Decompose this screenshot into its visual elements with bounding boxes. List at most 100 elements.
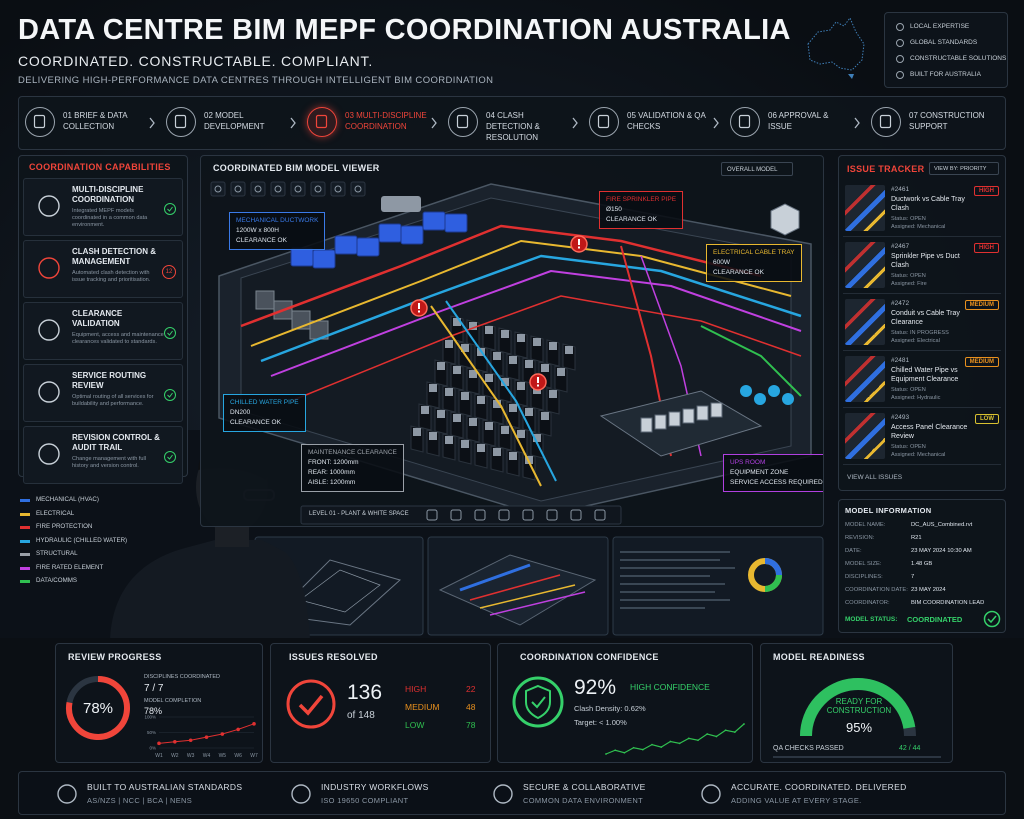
tool-button (426, 509, 438, 521)
tool-button (230, 181, 246, 197)
footer-icon (701, 784, 721, 804)
duct-block (290, 247, 314, 267)
rack-face (493, 352, 501, 360)
issue-thumbnail (845, 299, 885, 345)
trend-point (157, 741, 161, 746)
view-all-link[interactable]: VIEW ALL ISSUES (847, 474, 903, 481)
process-step[interactable]: 03 MULTI-DISCIPLINE COORDINATION (301, 97, 442, 149)
icon-shape (38, 257, 60, 279)
tool-button (522, 509, 534, 521)
gauge-value (800, 678, 916, 737)
check-icon (164, 451, 176, 463)
rack-face (469, 418, 477, 426)
footer-title: SECURE & COLLABORATIVE (523, 782, 646, 792)
rack-face (501, 426, 509, 434)
view-dropdown[interactable]: OVERALL MODEL (721, 162, 793, 176)
capability-title: MULTI-DISCIPLINE COORDINATION (72, 185, 144, 204)
process-step[interactable]: 05 VALIDATION & QA CHECKS (583, 97, 724, 149)
info-label: REVISION: (845, 535, 875, 541)
confidence-point (641, 748, 644, 751)
callout-line: 600W (713, 259, 730, 266)
rack-face (485, 374, 493, 382)
scene-pipe (290, 295, 802, 402)
readiness-gauge (800, 678, 916, 737)
tool-button (570, 509, 582, 521)
capability-icon (38, 195, 60, 217)
tool-button (450, 509, 462, 521)
tool-button (350, 181, 366, 197)
viewer-toolbar (210, 181, 366, 197)
ups-cabinet (640, 417, 653, 433)
process-step[interactable]: 07 CONSTRUCTION SUPPORT (865, 97, 1006, 149)
process-step[interactable]: 02 MODEL DEVELOPMENT (160, 97, 301, 149)
gauge-label: 95% (845, 720, 873, 735)
info-label: COORDINATION DATE: (845, 587, 908, 593)
issue-row[interactable]: #2472 MEDIUM Conduit vs Cable Tray Clearan… (843, 296, 1001, 351)
badge-label: GLOBAL STANDARDS (910, 39, 978, 46)
rack-face (517, 430, 525, 438)
issue-row[interactable]: #2461 HIGH Ductwork vs Cable Tray Clash Sta… (843, 182, 1001, 237)
ring-progress (66, 676, 130, 740)
legend-label: MECHANICAL (HVAC) (36, 496, 99, 503)
icon-shape (493, 784, 513, 804)
step-chevron (854, 117, 860, 129)
clash-glyph (537, 384, 539, 387)
process-step[interactable]: 04 CLASH DETECTION & RESOLUTION (442, 97, 583, 149)
footer-subtitle: ADDING VALUE AT EVERY STAGE. (731, 796, 862, 805)
icon-shape (164, 389, 176, 401)
info-value: 23 MAY 2024 (911, 587, 946, 593)
confidence-point (614, 749, 617, 752)
icon-shape (896, 55, 904, 63)
y-tick-label: 100% (144, 715, 156, 720)
issue-row[interactable]: #2493 LOW Access Panel Clearance Review Sta… (843, 410, 1001, 465)
callout-line: CLEARANCE OK (230, 419, 281, 426)
issue-row[interactable]: #2481 MEDIUM Chilled Water Pipe vs Equipme… (843, 353, 1001, 408)
badge-label: LOCAL EXPERTISE (910, 23, 970, 30)
step-icon (448, 107, 478, 137)
x-tick-label: W5 (219, 753, 227, 759)
scene-pipe (250, 240, 792, 347)
issue-thumbnail (845, 185, 885, 231)
qa-track (773, 756, 941, 758)
process-step[interactable]: 01 BRIEF & DATA COLLECTION (19, 97, 160, 149)
process-step[interactable]: 06 APPROVAL & ISSUE (724, 97, 865, 149)
icon-glyph (315, 114, 328, 129)
icon-shape (738, 114, 751, 129)
panel-title: COORDINATION CAPABILITIES (29, 162, 171, 172)
model-information: MODEL INFORMATION MODEL STATUS: COORDINA… (838, 499, 1006, 633)
confidence-point (651, 743, 653, 746)
rack-face (445, 388, 453, 396)
rack-face (453, 414, 461, 422)
confidence-point (687, 737, 690, 740)
callout: ELECTRICAL CABLE TRAY 600W CLEARANCE OK (706, 244, 802, 282)
sort-dropdown[interactable]: VIEW BY: PRIORITY (929, 162, 999, 175)
icon-shape (701, 784, 721, 804)
confidence-trend (605, 723, 745, 755)
metric-label: MODEL COMPLETION (144, 698, 202, 704)
callout-line: DN200 (230, 409, 251, 416)
clash-glyph (578, 246, 580, 249)
step-icon (166, 107, 196, 137)
icon-shape (164, 203, 176, 215)
priority-name: HIGH (405, 684, 427, 694)
issue-tracker: ISSUE TRACKER VIEW BY: PRIORITY VIEW ALL… (838, 155, 1006, 491)
trend-point (252, 722, 256, 726)
capability-text: Equipment, access and maintenance cleara… (72, 332, 164, 345)
rack-face (429, 384, 437, 392)
step-chevron (431, 117, 437, 129)
tool-glyph (334, 185, 342, 193)
badge-label: CONSTRUCTABLE SOLUTIONS (910, 55, 1007, 62)
issue-status: Status: OPEN (891, 273, 926, 279)
clash-glyph (578, 239, 580, 245)
clash-glyph (418, 303, 420, 309)
ups-cabinet (710, 402, 723, 418)
process-steps: 01 BRIEF & DATA COLLECTION 02 MODEL DEVEL… (18, 96, 1006, 150)
issue-row[interactable]: #2467 HIGH Sprinkler Pipe vs Duct Clash Sta… (843, 239, 1001, 294)
rack-face (493, 400, 501, 408)
icon-shape (315, 114, 328, 129)
capability-item: CLASH DETECTION & MANAGEMENT Automated cl… (23, 240, 183, 298)
rack-face (453, 318, 461, 326)
readiness-status: READY FOR CONSTRUCTION (826, 697, 892, 715)
icon-glyph (879, 114, 892, 129)
step-label: 03 MULTI-DISCIPLINE COORDINATION (345, 111, 427, 131)
